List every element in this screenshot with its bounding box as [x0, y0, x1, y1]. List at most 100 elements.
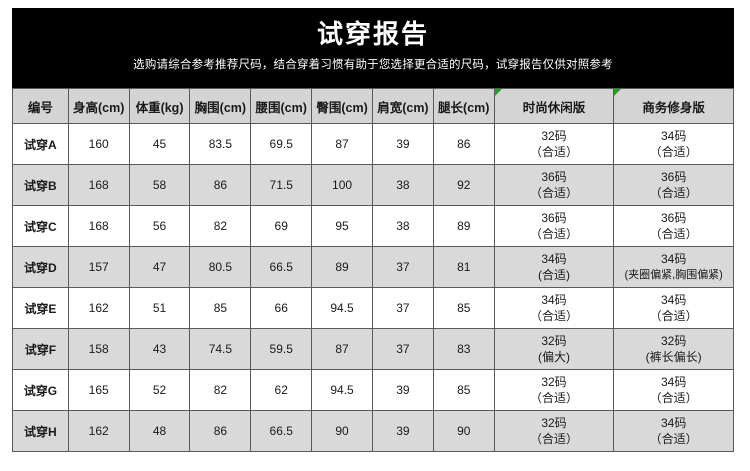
cell-waist: 69 — [250, 205, 313, 247]
cell-weight: 43 — [128, 328, 191, 370]
column-header-waist: 腰围(cm) — [250, 88, 313, 124]
cell-business-fit-note: （合适） — [649, 432, 698, 446]
cell-height: 162 — [67, 410, 130, 452]
cell-shoulder: 38 — [371, 205, 434, 247]
cell-business-fit-size: 34码 — [660, 252, 687, 266]
cell-casual-fit: 32码 （合适） — [493, 123, 615, 165]
cell-leg-length: 83 — [432, 328, 495, 370]
table-row: 试穿B 168 58 86 71.5 100 38 92 36码 （合适） 36码 （合适） — [12, 164, 734, 206]
cell-shoulder: 37 — [371, 246, 434, 288]
cell-bust: 85 — [189, 287, 252, 329]
cell-hip: 94.5 — [311, 369, 373, 411]
table-row: 试穿H 162 48 86 66.5 90 39 90 32码 （合适） 34码 （合适） — [12, 410, 734, 452]
cell-tester-id: 试穿G — [12, 369, 69, 411]
cell-tester-id: 试穿A — [12, 123, 69, 165]
cell-casual-fit-size: 32码 — [541, 375, 567, 389]
table-row: 试穿C 168 56 82 69 95 38 89 36码 （合适） 36码 （合适） — [12, 205, 734, 247]
column-header-shoulder: 肩宽(cm) — [371, 88, 434, 124]
cell-casual-fit-note: (偏大) — [538, 350, 570, 364]
cell-casual-fit-size: 34码 — [541, 293, 567, 307]
cell-tester-id: 试穿B — [12, 164, 69, 206]
column-header-bust: 胸围(cm) — [189, 88, 252, 124]
cell-tester-id: 试穿F — [12, 328, 69, 370]
cell-hip: 95 — [311, 205, 373, 247]
cell-height: 157 — [67, 246, 130, 288]
cell-business-fit-note: （合适） — [649, 186, 698, 200]
table-row: 试穿A 160 45 83.5 69.5 87 39 86 32码 （合适） 34码 （合适） — [12, 123, 734, 165]
page-subtitle: 选购请综合参考推荐尺码，结合穿着习惯有助于您选择更合适的尺码，试穿报告仅供对照参… — [133, 59, 613, 71]
column-header-height: 身高(cm) — [67, 88, 130, 124]
cell-waist: 66.5 — [250, 246, 313, 288]
cell-business-fit-size: 34码 — [660, 293, 687, 307]
cell-casual-fit-size: 32码 — [541, 129, 567, 143]
cell-business-fit: 34码 （合适） — [613, 410, 734, 452]
cell-casual-fit-note: （合适） — [529, 186, 578, 200]
cell-waist: 62 — [250, 369, 313, 411]
column-header-casual-fit-label: 时尚休闲版 — [522, 100, 586, 115]
cell-business-fit: 34码 （合适） — [613, 369, 734, 411]
cell-casual-fit-note: （合适） — [529, 227, 578, 241]
cell-business-fit: 36码 （合适） — [613, 205, 734, 247]
cell-casual-fit: 32码 （合适） — [493, 410, 615, 452]
cell-leg-length: 85 — [432, 287, 495, 329]
cell-casual-fit: 34码 (合适) — [493, 246, 615, 288]
cell-height: 158 — [67, 328, 130, 370]
cell-weight: 58 — [128, 164, 191, 206]
cell-hip: 100 — [311, 164, 373, 206]
cell-business-fit-note: （合适） — [649, 391, 698, 405]
cell-weight: 45 — [128, 123, 191, 165]
cell-height: 168 — [67, 205, 130, 247]
cell-shoulder: 38 — [371, 164, 434, 206]
comment-marker-icon — [494, 89, 502, 96]
cell-hip: 94.5 — [311, 287, 373, 329]
cell-casual-fit: 36码 （合适） — [493, 205, 615, 247]
cell-bust: 86 — [189, 410, 252, 452]
report-banner: 试穿报告 选购请综合参考推荐尺码，结合穿着习惯有助于您选择更合适的尺码，试穿报告… — [12, 8, 734, 88]
cell-casual-fit: 32码 （合适） — [493, 369, 615, 411]
fitting-report-table-wrap: 编号 身高(cm) 体重(kg) 胸围(cm) 腰围(cm) 臀围(cm) 肩宽… — [12, 88, 734, 452]
cell-casual-fit-note: （合适） — [529, 309, 578, 323]
cell-bust: 74.5 — [189, 328, 252, 370]
comment-marker-icon — [614, 89, 622, 96]
cell-bust: 80.5 — [189, 246, 252, 288]
cell-shoulder: 39 — [371, 369, 434, 411]
cell-waist: 66 — [250, 287, 313, 329]
cell-hip: 90 — [311, 410, 373, 452]
table-body: 试穿A 160 45 83.5 69.5 87 39 86 32码 （合适） 34码 （合适） 试穿B 1… — [12, 123, 734, 452]
cell-business-fit: 34码 （合适） — [613, 123, 734, 165]
cell-height: 162 — [67, 287, 130, 329]
table-row: 试穿F 158 43 74.5 59.5 87 37 83 32码 (偏大) 32码 (裤长偏长) — [12, 328, 734, 370]
cell-business-fit-size: 34码 — [660, 129, 687, 143]
table-row: 试穿G 165 52 82 62 94.5 39 85 32码 （合适） 34码 （合适） — [12, 369, 734, 411]
page-title: 试穿报告 — [316, 19, 429, 49]
cell-business-fit-note: (裤长偏长) — [645, 350, 702, 364]
column-header-business-fit: 商务修身版 — [613, 88, 734, 124]
cell-shoulder: 37 — [371, 328, 434, 370]
cell-casual-fit-size: 36码 — [541, 170, 567, 184]
cell-waist: 66.5 — [250, 410, 313, 452]
cell-business-fit-note: (夹圈偏紧,胸围偏紧) — [624, 269, 723, 281]
cell-casual-fit-note: （合适） — [529, 145, 578, 159]
cell-casual-fit-note: (合适) — [538, 268, 570, 282]
cell-height: 165 — [67, 369, 130, 411]
cell-height: 160 — [67, 123, 130, 165]
cell-casual-fit-note: （合适） — [529, 391, 578, 405]
cell-tester-id: 试穿C — [12, 205, 69, 247]
cell-hip: 87 — [311, 328, 373, 370]
cell-casual-fit-size: 32码 — [541, 334, 567, 348]
cell-hip: 89 — [311, 246, 373, 288]
cell-bust: 86 — [189, 164, 252, 206]
column-header-business-fit-label: 商务修身版 — [642, 100, 705, 115]
cell-bust: 83.5 — [189, 123, 252, 165]
cell-bust: 82 — [189, 205, 252, 247]
cell-waist: 71.5 — [250, 164, 313, 206]
cell-leg-length: 81 — [432, 246, 495, 288]
cell-weight: 56 — [128, 205, 191, 247]
cell-casual-fit-size: 36码 — [541, 211, 567, 225]
cell-business-fit-note: （合适） — [649, 227, 698, 241]
cell-shoulder: 37 — [371, 287, 434, 329]
cell-business-fit: 36码 （合适） — [613, 164, 734, 206]
column-header-id: 编号 — [12, 88, 69, 124]
cell-casual-fit-size: 34码 — [541, 252, 567, 266]
cell-business-fit-note: （合适） — [649, 145, 698, 159]
